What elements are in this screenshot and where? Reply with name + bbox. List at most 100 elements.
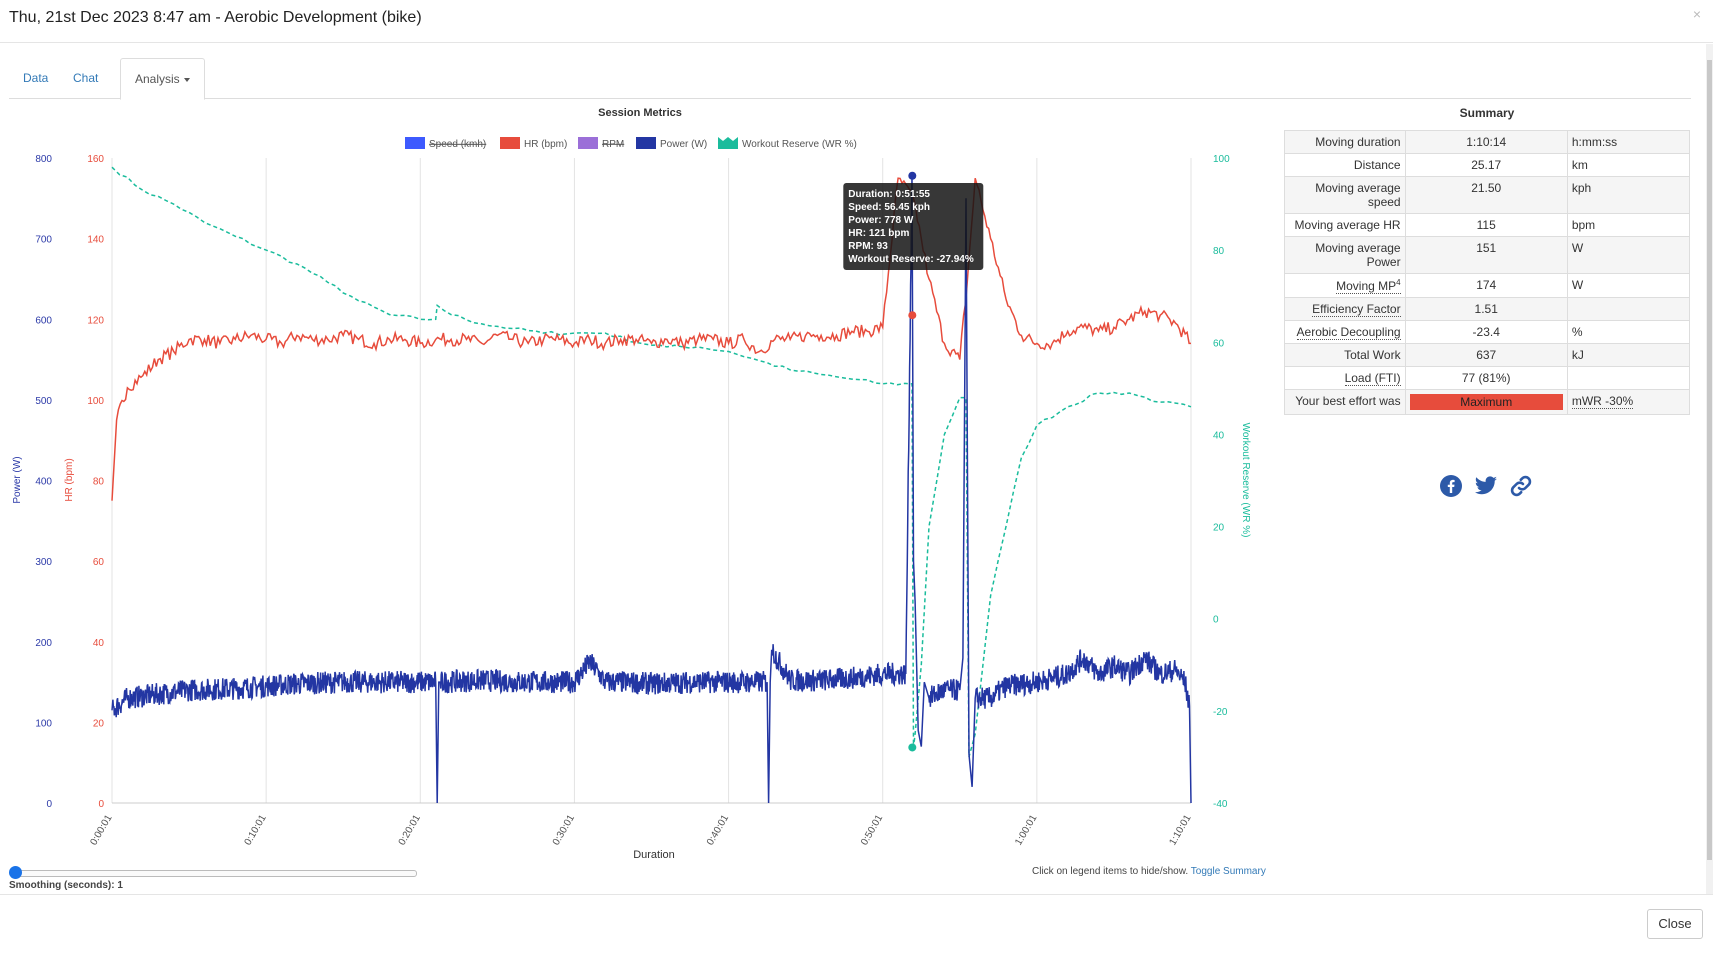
summary-label-text: Moving average Power <box>1315 241 1401 269</box>
session-metrics-chart[interactable]: Session Metrics Speed (kmh) HR (bpm) RPM Pow… <box>0 100 1270 870</box>
twitter-icon[interactable] <box>1473 474 1499 503</box>
tab-chat[interactable]: Chat <box>59 58 112 98</box>
summary-title: Summary <box>1459 106 1515 120</box>
chart-title: Session Metrics <box>598 107 682 119</box>
summary-unit: km <box>1566 153 1691 177</box>
scrollbar-thumb[interactable] <box>1707 60 1712 860</box>
close-button[interactable]: Close <box>1647 909 1703 939</box>
legend-label: Speed (kmh) <box>429 139 486 150</box>
summary-value: 25.17 <box>1404 153 1568 177</box>
x-tick-label: 0:10:01 <box>243 813 269 848</box>
summary-value: 151 <box>1404 236 1568 274</box>
toggle-summary-link[interactable]: Toggle Summary <box>1190 866 1266 877</box>
hr-series-line <box>111 177 1191 501</box>
summary-unit: h:mm:ss <box>1566 130 1691 154</box>
summary-row: Efficiency Factor 1.51 <box>1284 297 1691 321</box>
legend-swatch <box>578 137 598 149</box>
legend-hint-text: Click on legend items to hide/show. <box>1032 866 1191 877</box>
summary-unit-text: kJ <box>1571 348 1584 362</box>
summary-label: Moving average HR <box>1284 213 1406 237</box>
link-icon[interactable] <box>1509 474 1533 503</box>
x-tick-label: 0:50:01 <box>859 813 885 848</box>
summary-label: Total Work <box>1284 343 1406 367</box>
best-effort-badge: Maximum <box>1409 394 1563 410</box>
summary-row: Moving MP4 174 W <box>1284 273 1691 298</box>
x-axis-title: Duration <box>633 849 675 861</box>
summary-unit-text: W <box>1571 278 1584 292</box>
tooltip-line: RPM: 93 <box>848 241 888 252</box>
wr-tick-label: 40 <box>1213 430 1225 441</box>
dialog-footer-divider <box>0 894 1713 895</box>
summary-value: 21.50 <box>1404 176 1568 214</box>
summary-unit <box>1566 297 1691 321</box>
x-tick-label: 0:40:01 <box>705 813 731 848</box>
summary-row: Moving average Power 151 W <box>1284 236 1691 274</box>
tooltip-line: Workout Reserve: -27.94% <box>848 254 974 265</box>
legend-item-3[interactable]: Power (W) <box>636 137 707 150</box>
summary-value: -23.4 <box>1404 320 1568 344</box>
summary-row: Your best effort was Maximum mWR -30% <box>1284 389 1691 415</box>
hr-tick-label: 80 <box>93 477 105 488</box>
hr-tick-label: 40 <box>93 638 105 649</box>
hr-tick-label: 20 <box>93 718 105 729</box>
power-tick-label: 800 <box>35 154 52 165</box>
power-tick-label: 500 <box>35 396 52 407</box>
hr-tick-label: 140 <box>87 235 104 246</box>
summary-label: Efficiency Factor <box>1284 297 1406 321</box>
summary-unit[interactable]: mWR -30% <box>1566 389 1691 415</box>
tab-data[interactable]: Data <box>9 58 62 98</box>
power-tick-label: 400 <box>35 477 52 488</box>
hr-tick-label: 60 <box>93 557 105 568</box>
caret-down-icon <box>183 77 190 82</box>
facebook-icon[interactable] <box>1439 474 1463 503</box>
summary-row: Moving duration 1:10:14 h:mm:ss <box>1284 130 1691 154</box>
legend-item-4[interactable]: Workout Reserve (WR %) <box>718 137 857 150</box>
legend-item-2[interactable]: RPM <box>578 137 624 150</box>
close-x-icon[interactable]: × <box>1692 6 1701 22</box>
tooltip-line: HR: 121 bpm <box>848 228 909 239</box>
legend-item-0[interactable]: Speed (kmh) <box>405 137 486 150</box>
hr-tick-label: 120 <box>87 315 104 326</box>
x-tick-label: 0:30:01 <box>551 813 577 848</box>
x-tick-label: 1:10:01 <box>1167 813 1193 848</box>
legend-swatch <box>636 137 656 149</box>
wr-tick-label: 60 <box>1213 338 1225 349</box>
summary-label-text[interactable]: Aerobic Decoupling <box>1296 325 1401 340</box>
summary-label-text: Distance <box>1353 158 1401 172</box>
power-tick-label: 200 <box>35 638 52 649</box>
legend-item-1[interactable]: HR (bpm) <box>500 137 567 150</box>
summary-unit: kJ <box>1566 343 1691 367</box>
summary-label-sup: 4 <box>1396 278 1401 287</box>
summary-label-text[interactable]: Load (FTI) <box>1344 371 1401 386</box>
power-tick-label: 600 <box>35 315 52 326</box>
summary-unit: W <box>1566 236 1691 274</box>
legend-label: HR (bpm) <box>524 139 567 150</box>
summary-label-text[interactable]: Efficiency Factor <box>1312 302 1401 317</box>
tooltip-box <box>843 183 984 270</box>
hr-tick-label: 160 <box>87 154 104 165</box>
smoothing-slider-track[interactable] <box>13 870 417 877</box>
summary-row: Load (FTI) 77 (81%) <box>1284 366 1691 390</box>
summary-label: Distance <box>1284 153 1406 177</box>
summary-unit-text: bpm <box>1571 218 1596 232</box>
tab-bar: Data Chat Analysis <box>9 58 1691 100</box>
tooltip-line: Speed: 56.45 kph <box>848 202 930 213</box>
summary-label-text: Moving average speed <box>1315 181 1401 209</box>
hr-tick-label: 0 <box>98 799 104 810</box>
summary-row: Aerobic Decoupling -23.4% <box>1284 320 1691 344</box>
tab-analysis-label: Analysis <box>135 72 180 86</box>
smoothing-label: Smoothing (seconds): 1 <box>9 880 123 891</box>
summary-label-text[interactable]: Moving MP4 <box>1336 278 1401 294</box>
summary-value: 174 <box>1404 273 1568 298</box>
summary-label-text: Your best effort was <box>1295 394 1401 408</box>
summary-label: Your best effort was <box>1284 389 1406 415</box>
legend-label: Workout Reserve (WR %) <box>742 139 857 150</box>
tab-data-label: Data <box>23 71 49 85</box>
smoothing-slider-thumb[interactable] <box>9 866 22 879</box>
tab-analysis[interactable]: Analysis <box>120 58 205 100</box>
power-series-line <box>111 175 1192 804</box>
summary-label-text: Total Work <box>1344 348 1401 362</box>
dialog-title: Thu, 21st Dec 2023 8:47 am - Aerobic Dev… <box>9 9 422 26</box>
power-axis-title: Power (W) <box>12 456 23 503</box>
tab-chat-label: Chat <box>73 71 99 85</box>
